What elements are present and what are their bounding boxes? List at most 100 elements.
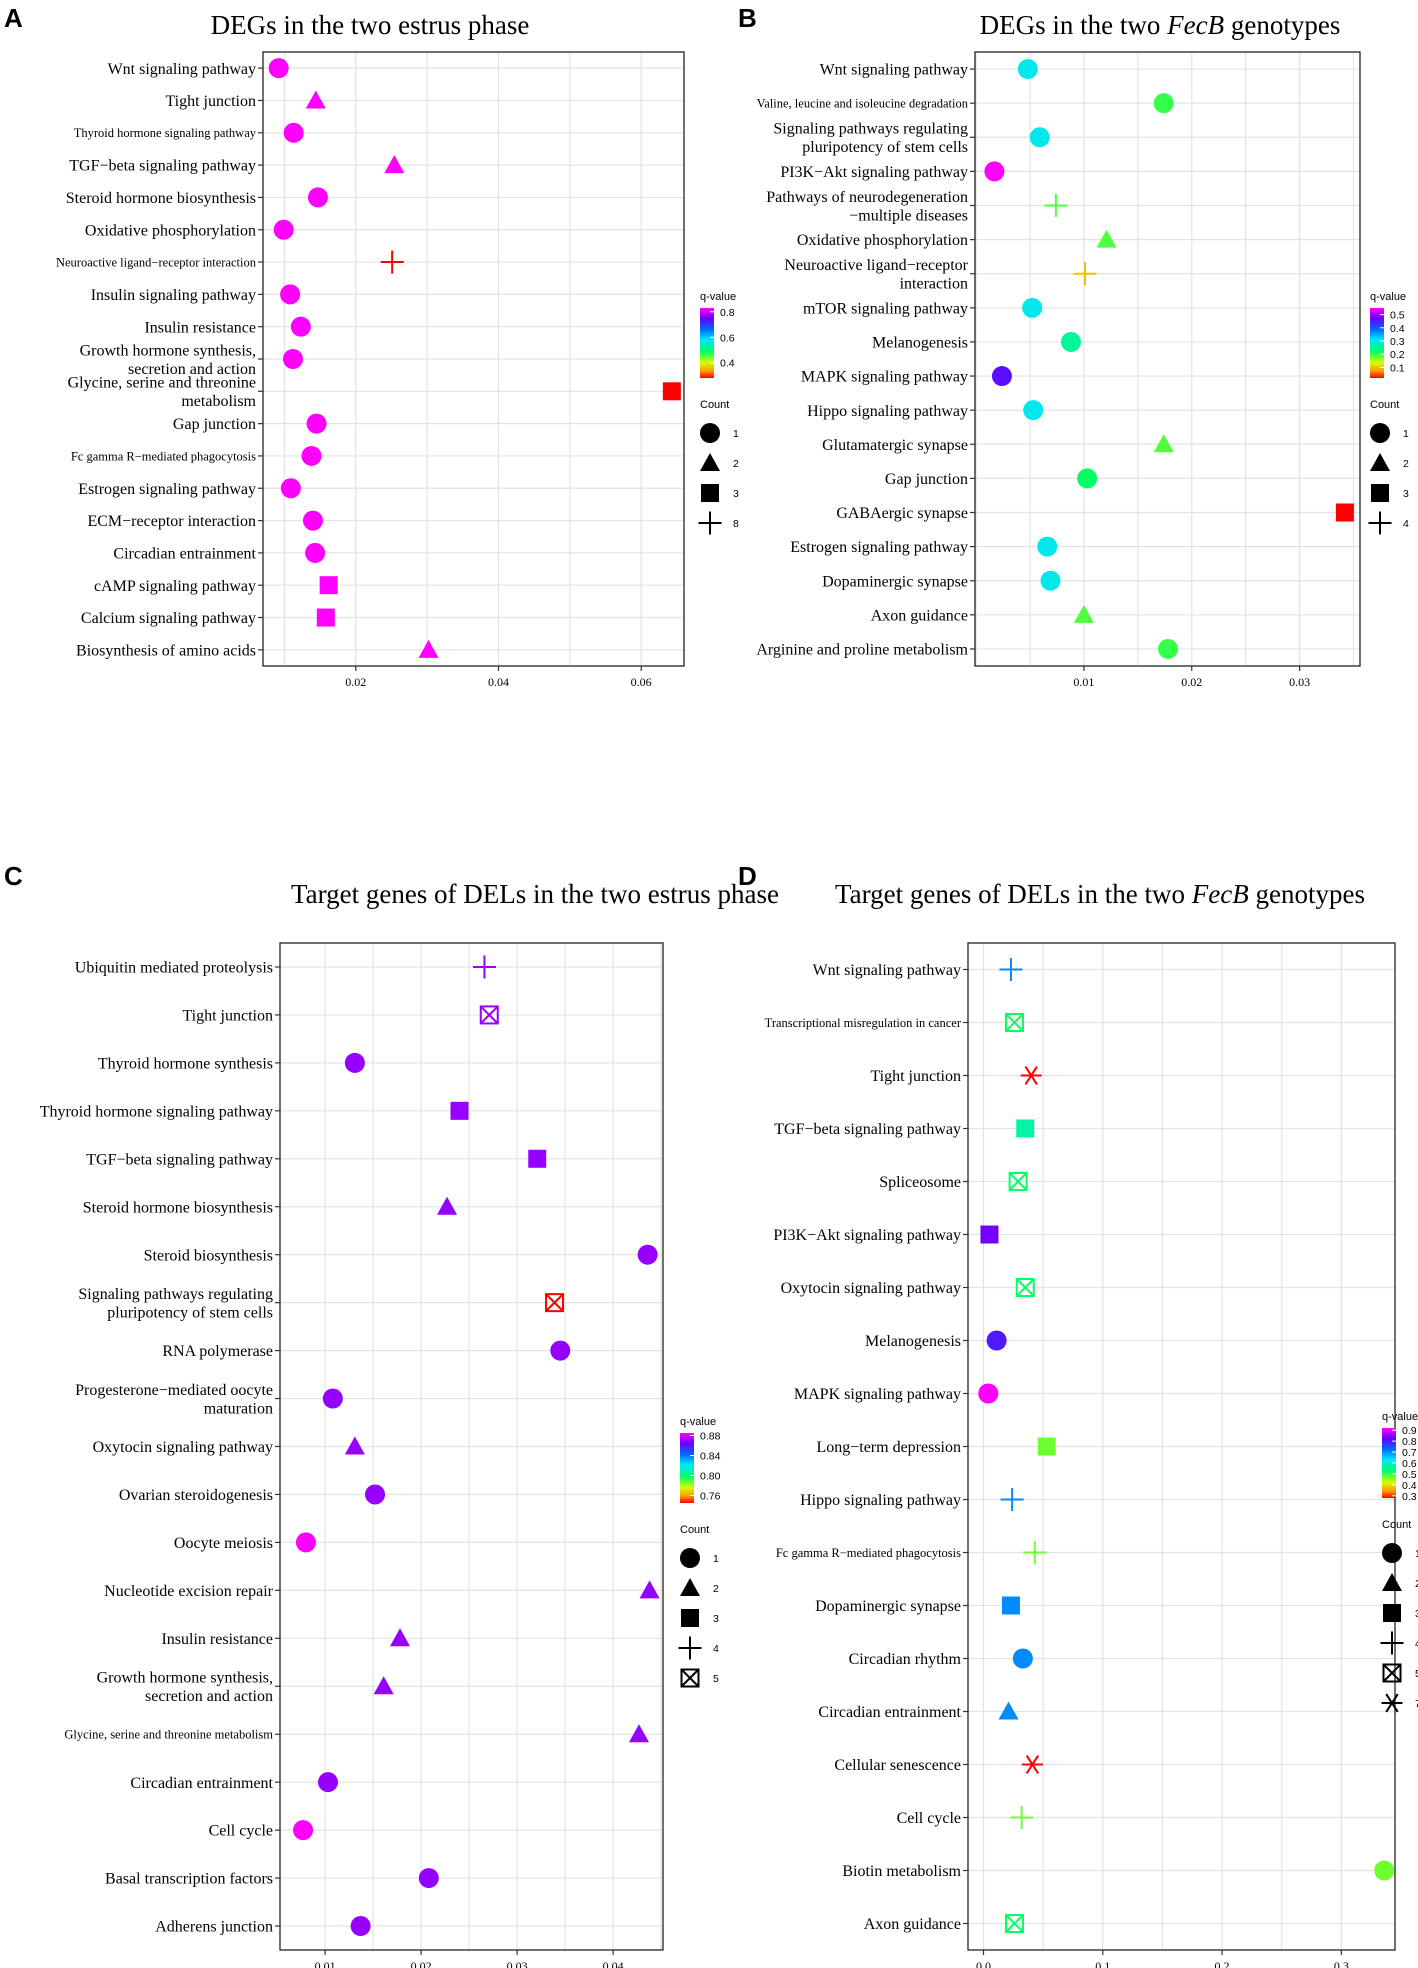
category-label: Estrogen signaling pathway [790, 539, 968, 556]
colorbar-tick-label: 0.4 [1390, 323, 1405, 335]
data-point [637, 1244, 658, 1265]
data-point [1374, 1860, 1395, 1881]
category-label: Estrogen signaling pathway [78, 481, 256, 498]
panel-letter: C [4, 861, 23, 891]
category-label: Circadian entrainment [130, 1775, 273, 1792]
category-label: Ubiquitin mediated proteolysis [75, 960, 273, 977]
x-tick-label: 0.1 [1095, 1959, 1110, 1968]
category-label: Steroid biosynthesis [144, 1247, 273, 1264]
data-point [319, 576, 338, 595]
category-label: TGF−beta signaling pathway [86, 1151, 273, 1168]
category-label: Oxidative phosphorylation [85, 222, 256, 239]
category-label: Cell cycle [897, 1810, 961, 1827]
data-point [305, 90, 326, 109]
data-point [1023, 1541, 1047, 1564]
x-tick-label: 0.06 [631, 675, 652, 689]
count-legend-symbol [680, 1578, 700, 1596]
colorbar-tick-label: 0.4 [720, 358, 735, 370]
data-point [418, 639, 439, 658]
data-point [629, 1724, 650, 1743]
plot-area [975, 52, 1360, 666]
colorbar-tick-label: 0.5 [1402, 1469, 1417, 1481]
category-label: Arginine and proline metabolism [756, 642, 968, 659]
category-label: Tight junction [165, 93, 256, 110]
colorbar-tick-label: 0.88 [700, 1431, 721, 1443]
data-point [999, 958, 1023, 981]
category-label: PI3K−Akt signaling pathway [773, 1227, 961, 1244]
count-legend-label: 3 [1403, 488, 1409, 500]
data-point [1096, 229, 1117, 248]
category-label: Glutamatergic synapse [822, 437, 968, 454]
count-legend-label: 3 [713, 1613, 719, 1625]
colorbar-tick-label: 0.3 [1402, 1491, 1417, 1503]
category-label: Adherens junction [155, 1919, 273, 1936]
category-label: Biosynthesis of amino acids [76, 642, 256, 659]
qvalue-colorbar [1370, 308, 1384, 378]
data-point [373, 1676, 394, 1695]
data-point [268, 58, 289, 79]
count-legend-symbol [701, 484, 719, 502]
colorbar-tick-label: 0.6 [1402, 1458, 1417, 1470]
data-point [1023, 400, 1044, 421]
category-label: Biotin metabolism [842, 1863, 961, 1880]
data-point [316, 608, 335, 627]
data-point [293, 1820, 314, 1841]
category-label: Oxytocin signaling pathway [93, 1439, 273, 1456]
category-label: Basal transcription factors [105, 1871, 273, 1888]
data-point [1073, 604, 1094, 623]
data-point [437, 1196, 458, 1215]
panel-title: DEGs in the two estrus phase [211, 10, 530, 40]
qvalue-colorbar [680, 1433, 694, 1503]
category-label: Steroid hormone biosynthesis [83, 1199, 273, 1216]
data-point [1060, 331, 1081, 352]
data-point [1016, 1119, 1035, 1138]
data-point [991, 366, 1012, 387]
data-point [472, 955, 496, 979]
data-point [1012, 1648, 1033, 1669]
data-point [1015, 1278, 1035, 1297]
data-point [306, 413, 327, 434]
category-label: Hippo signaling pathway [807, 403, 968, 420]
data-point [1008, 1172, 1028, 1191]
category-label: TGF−beta signaling pathway [774, 1121, 961, 1138]
category-label: Circadian rhythm [849, 1651, 962, 1668]
data-point [1335, 503, 1354, 522]
count-legend-label: 3 [733, 488, 739, 500]
data-point [1077, 468, 1098, 489]
data-point [1153, 434, 1174, 453]
x-tick-label: 0.02 [411, 1959, 432, 1968]
category-label: GABAergic synapse [836, 505, 968, 522]
data-point [662, 382, 681, 401]
category-label: Spliceosome [879, 1174, 961, 1191]
category-label: Glycine, serine and threonine metabolism [68, 375, 257, 410]
category-label: MAPK signaling pathway [801, 369, 968, 386]
count-legend-label: 2 [1403, 458, 1409, 470]
category-label: Progesterone−mediated oocyte maturation [75, 1382, 273, 1417]
category-label: Ovarian steroidogenesis [119, 1487, 273, 1504]
data-point [280, 478, 301, 499]
data-point [1021, 1755, 1043, 1774]
category-label: Wnt signaling pathway [813, 962, 961, 979]
data-point [978, 1383, 999, 1404]
category-label: Gap junction [173, 416, 256, 433]
category-label: Wnt signaling pathway [820, 62, 968, 79]
count-legend-label: 4 [1403, 518, 1409, 530]
data-point [301, 445, 322, 466]
data-point [1005, 1013, 1025, 1032]
qvalue-legend-title: q-value [1370, 291, 1406, 303]
data-point [1040, 570, 1061, 591]
count-legend-symbol [1383, 1604, 1401, 1622]
category-label: Neuroactive ligand−receptor interaction [56, 255, 257, 269]
data-point [380, 250, 404, 274]
category-label: Growth hormone synthesis, secretion and a… [97, 1670, 273, 1705]
data-point [1000, 1488, 1024, 1511]
colorbar-tick-label: 0.3 [1390, 336, 1405, 348]
panel-letter: A [4, 3, 23, 33]
category-label: Cell cycle [209, 1823, 273, 1840]
category-label: Thyroid hormone synthesis [98, 1055, 273, 1072]
count-legend-symbol [700, 453, 720, 471]
data-point [639, 1580, 660, 1599]
data-point [545, 1293, 565, 1313]
data-point [1153, 93, 1174, 114]
